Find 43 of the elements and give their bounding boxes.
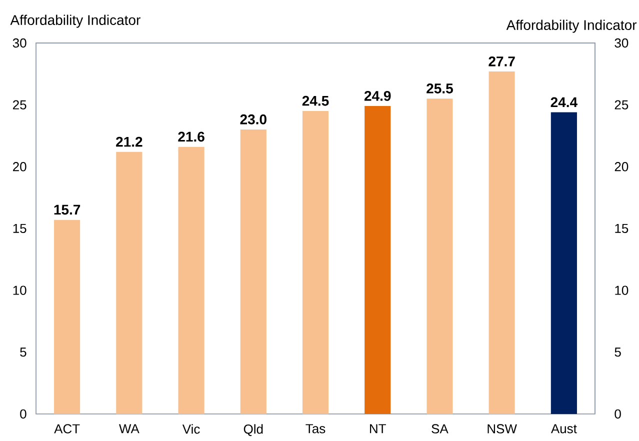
y-tick-label: 15: [13, 224, 26, 234]
x-tick-label: NT: [370, 424, 386, 434]
data-label: 25.5: [426, 84, 453, 94]
bar: [550, 112, 577, 414]
y-tick-label: 30: [12, 38, 26, 48]
x-tick-label: ACT: [54, 424, 80, 434]
y-tick-label: 20: [13, 162, 26, 172]
y2-tick-label: 10: [615, 286, 628, 295]
data-label: 24.5: [302, 96, 329, 106]
bar: [240, 130, 266, 414]
bar: [488, 71, 515, 414]
data-label: 24.9: [364, 90, 391, 101]
data-label: 23.0: [240, 114, 266, 124]
x-tick-label: Vic: [182, 424, 200, 434]
x-tick-label: Aust: [550, 424, 577, 434]
data-label: 15.7: [54, 204, 80, 215]
bar: [364, 106, 391, 414]
y-tick-label: 10: [13, 286, 26, 295]
bar: [116, 152, 142, 414]
x-tick-label: NSW: [488, 424, 517, 434]
y2-axis-title: Affordability Indicator: [506, 20, 637, 33]
y2-tick-label: 5: [614, 348, 621, 357]
bar: [54, 220, 80, 414]
bar: [302, 111, 329, 414]
y-tick-label: 5: [20, 348, 26, 357]
y-tick-label: 0: [20, 409, 26, 419]
y2-tick-label: 25: [614, 100, 628, 110]
y-axis-title: Affordability Indicator: [10, 14, 140, 28]
y-tick-label: 25: [13, 100, 26, 110]
x-tick-label: SA: [432, 424, 448, 434]
y2-tick-label: 30: [614, 38, 628, 48]
x-tick-label: Tas: [306, 424, 326, 434]
data-label: 21.2: [116, 136, 142, 147]
bar: [426, 98, 453, 414]
y2-tick-label: 20: [614, 162, 628, 172]
data-label: 24.4: [550, 97, 578, 108]
bar: [178, 146, 204, 414]
data-label: 21.6: [178, 132, 204, 142]
x-tick-label: Qld: [244, 424, 263, 436]
y2-tick-label: 15: [615, 224, 628, 234]
y2-tick-label: 0: [614, 409, 621, 419]
data-label: 27.7: [488, 56, 515, 66]
x-tick-label: WA: [119, 424, 140, 434]
